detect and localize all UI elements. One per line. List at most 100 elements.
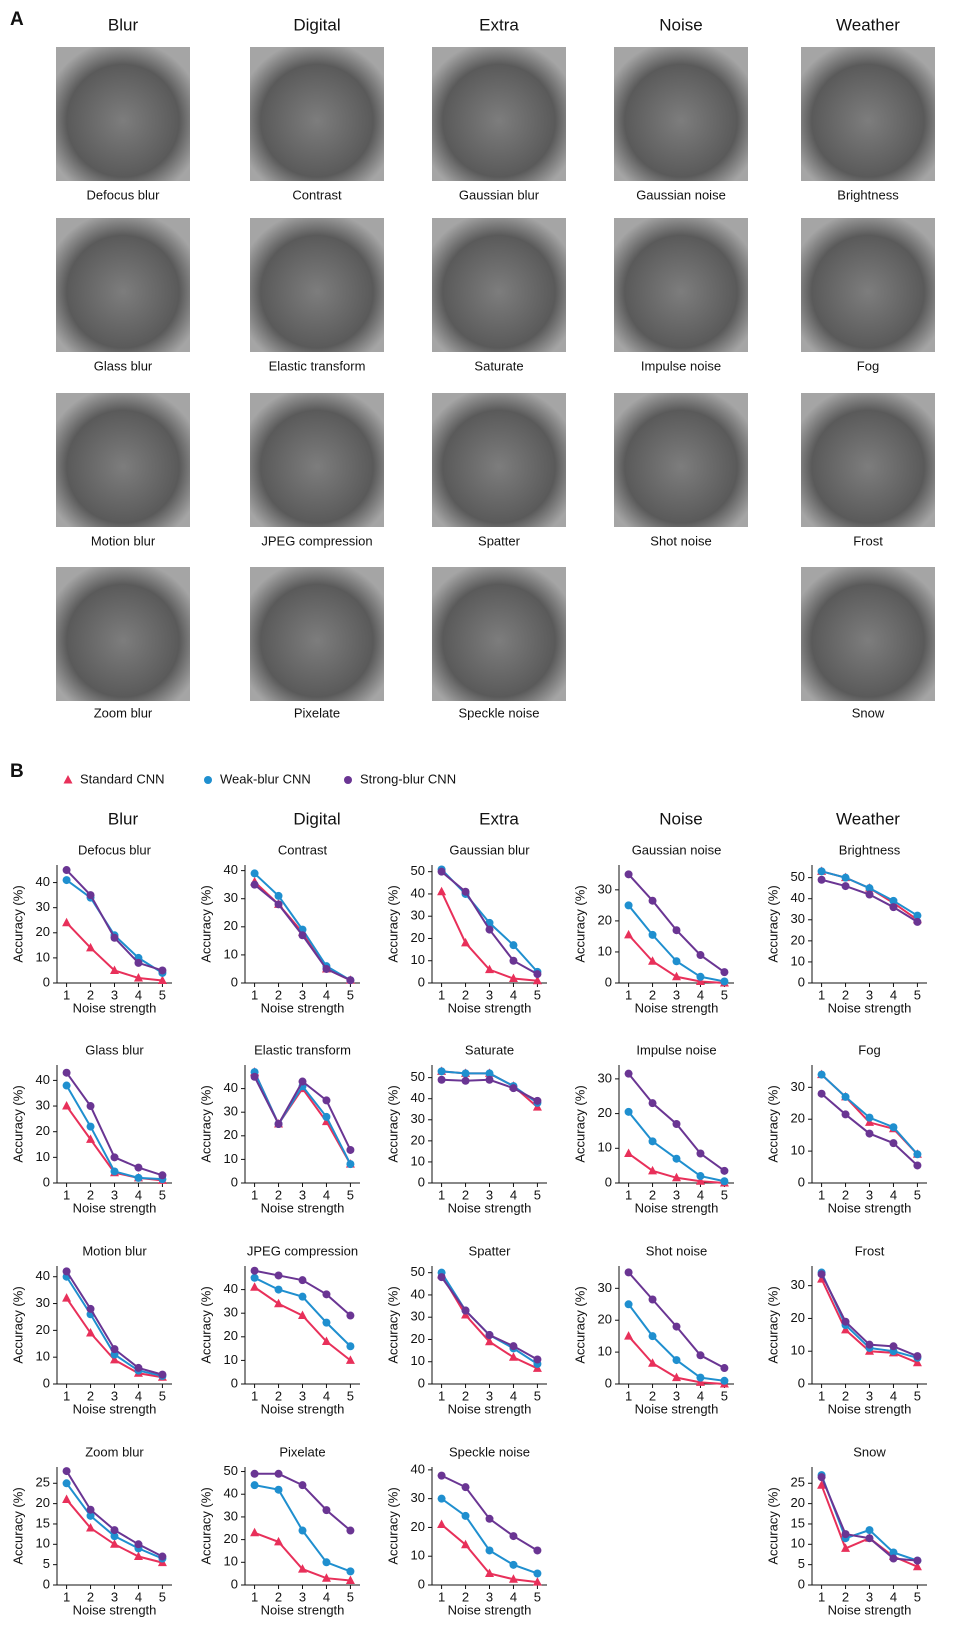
marker bbox=[110, 1345, 119, 1354]
marker bbox=[274, 1298, 284, 1308]
marker bbox=[250, 1282, 260, 1291]
y-axis-label: Accuracy (%) bbox=[385, 885, 400, 962]
marker bbox=[648, 1358, 658, 1367]
y-tick-label: 40 bbox=[411, 1286, 425, 1301]
marker bbox=[841, 873, 850, 882]
marker bbox=[134, 1363, 143, 1372]
chart-title: Zoom blur bbox=[85, 1444, 144, 1459]
x-tick-label: 1 bbox=[818, 1589, 825, 1604]
marker bbox=[720, 977, 729, 986]
y-axis-label: Accuracy (%) bbox=[198, 1487, 213, 1564]
y-tick-label: 20 bbox=[411, 1132, 425, 1147]
x-tick-label: 3 bbox=[299, 987, 306, 1002]
marker bbox=[86, 891, 95, 900]
marker bbox=[889, 1548, 898, 1557]
marker bbox=[461, 937, 471, 947]
marker bbox=[509, 956, 518, 965]
y-tick-label: 30 bbox=[224, 1508, 238, 1523]
marker bbox=[62, 1267, 71, 1276]
x-tick-label: 1 bbox=[251, 1187, 258, 1202]
marker bbox=[720, 1364, 729, 1373]
y-tick-label: 20 bbox=[791, 1111, 805, 1126]
chart-title: Contrast bbox=[278, 842, 328, 857]
chart-title: Snow bbox=[853, 1444, 886, 1459]
y-axis-label: Accuracy (%) bbox=[10, 1487, 25, 1564]
y-axis-label: Accuracy (%) bbox=[572, 885, 587, 962]
marker bbox=[509, 1532, 518, 1541]
marker bbox=[346, 1567, 355, 1576]
x-tick-label: 4 bbox=[510, 987, 517, 1002]
x-tick-label: 2 bbox=[842, 1187, 849, 1202]
marker bbox=[841, 1543, 851, 1552]
x-axis-label: Noise strength bbox=[635, 1401, 719, 1416]
x-tick-label: 1 bbox=[438, 1388, 445, 1403]
y-axis-label: Accuracy (%) bbox=[198, 1286, 213, 1363]
y-tick-label: 10 bbox=[791, 1536, 805, 1551]
x-axis-label: Noise strength bbox=[828, 1602, 912, 1617]
marker bbox=[298, 1276, 307, 1285]
x-tick-label: 1 bbox=[63, 1187, 70, 1202]
marker bbox=[508, 1352, 518, 1361]
image-label: Speckle noise bbox=[459, 705, 540, 720]
y-tick-label: 0 bbox=[798, 1174, 805, 1189]
marker bbox=[672, 1372, 681, 1382]
marker bbox=[624, 870, 633, 879]
column-title: Extra bbox=[479, 809, 519, 828]
y-tick-label: 30 bbox=[411, 1309, 425, 1324]
x-tick-label: 3 bbox=[111, 1187, 118, 1202]
column-title: Digital bbox=[293, 809, 340, 828]
y-tick-label: 10 bbox=[36, 949, 50, 964]
y-tick-label: 10 bbox=[224, 1151, 238, 1166]
marker bbox=[62, 1293, 72, 1302]
legend-marker bbox=[204, 776, 212, 784]
marker bbox=[322, 1096, 331, 1105]
marker bbox=[533, 1569, 542, 1578]
marker bbox=[134, 1540, 143, 1549]
marker bbox=[532, 975, 542, 985]
marker bbox=[841, 1530, 850, 1539]
marker bbox=[624, 1148, 634, 1157]
y-tick-label: 40 bbox=[411, 885, 425, 900]
corrupted-image bbox=[56, 218, 190, 352]
x-tick-label: 5 bbox=[534, 1388, 541, 1403]
marker bbox=[672, 1154, 681, 1163]
marker bbox=[508, 1574, 518, 1583]
y-tick-label: 40 bbox=[36, 874, 50, 889]
x-tick-label: 2 bbox=[87, 987, 94, 1002]
x-tick-label: 2 bbox=[649, 987, 656, 1002]
marker bbox=[322, 964, 331, 973]
marker bbox=[509, 1560, 518, 1569]
y-tick-label: 50 bbox=[411, 863, 425, 878]
series-line bbox=[627, 904, 725, 983]
marker bbox=[250, 1481, 259, 1490]
chart-title: Fog bbox=[858, 1042, 880, 1057]
marker bbox=[912, 1561, 922, 1571]
y-tick-label: 20 bbox=[598, 1312, 612, 1327]
marker bbox=[461, 1483, 470, 1492]
panel-label: B bbox=[10, 761, 24, 782]
marker bbox=[110, 1532, 119, 1541]
y-tick-label: 10 bbox=[36, 1349, 50, 1364]
x-tick-label: 2 bbox=[87, 1589, 94, 1604]
y-axis-label: Accuracy (%) bbox=[765, 1286, 780, 1363]
marker bbox=[250, 869, 259, 878]
column-title: Blur bbox=[108, 15, 139, 34]
series-line bbox=[627, 1303, 725, 1382]
marker bbox=[485, 1546, 494, 1555]
marker bbox=[508, 973, 518, 983]
y-tick-label: 0 bbox=[418, 1576, 425, 1591]
y-tick-label: 30 bbox=[411, 1111, 425, 1126]
x-axis-label: Noise strength bbox=[261, 1401, 345, 1416]
column-title: Digital bbox=[293, 15, 340, 34]
image-label: Glass blur bbox=[94, 358, 153, 373]
x-axis-label: Noise strength bbox=[635, 1000, 719, 1015]
y-tick-label: 10 bbox=[791, 1143, 805, 1158]
column-title: Noise bbox=[659, 15, 702, 34]
y-axis-label: Accuracy (%) bbox=[198, 885, 213, 962]
marker bbox=[110, 933, 119, 942]
y-tick-label: 10 bbox=[411, 1153, 425, 1168]
x-tick-label: 1 bbox=[251, 1388, 258, 1403]
marker bbox=[485, 1075, 494, 1084]
y-tick-label: 20 bbox=[598, 1105, 612, 1120]
marker bbox=[86, 1134, 96, 1143]
